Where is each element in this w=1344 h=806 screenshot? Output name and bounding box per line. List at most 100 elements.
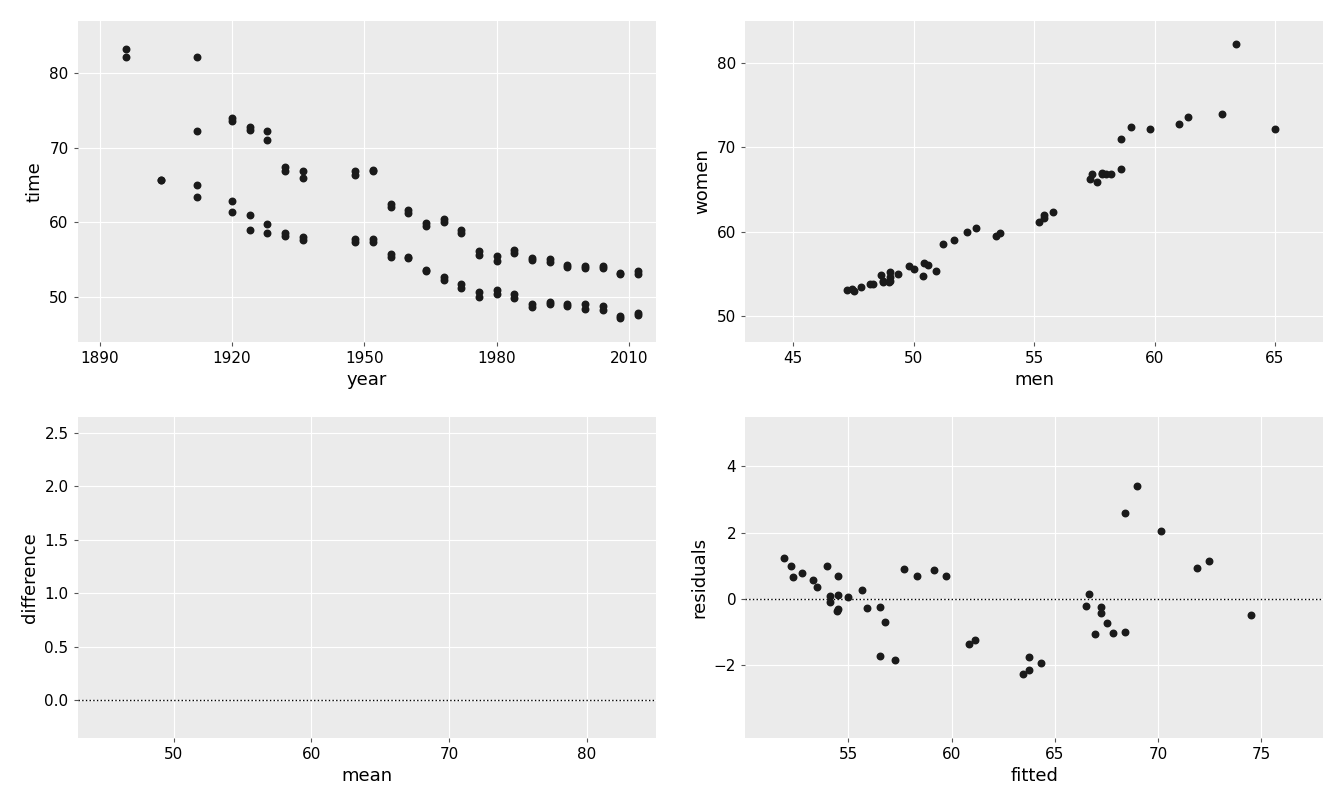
Point: [574, 303, 595, 316]
Point: [782, 571, 804, 584]
Point: [933, 237, 954, 250]
Point: [398, 204, 419, 217]
Point: [450, 226, 472, 239]
Point: [1258, 366, 1279, 379]
Y-axis label: women: women: [694, 148, 711, 214]
Point: [887, 268, 909, 280]
Point: [151, 174, 172, 187]
Point: [504, 243, 526, 256]
Point: [913, 269, 934, 282]
Point: [913, 257, 934, 270]
Point: [849, 280, 871, 293]
Point: [415, 264, 437, 276]
Point: [292, 172, 313, 185]
Point: [1211, 107, 1232, 120]
Point: [255, 20, 277, 33]
Point: [1019, 650, 1040, 663]
Point: [1091, 168, 1113, 181]
Point: [965, 222, 986, 235]
Point: [591, 262, 613, 275]
Point: [1034, 212, 1055, 225]
Point: [183, 112, 204, 125]
Point: [199, 224, 220, 237]
Point: [487, 255, 508, 268]
Point: [1114, 506, 1136, 519]
Point: [956, 226, 977, 239]
Point: [239, 223, 261, 236]
Point: [185, 190, 207, 203]
Point: [188, 93, 210, 106]
Point: [185, 140, 207, 153]
Point: [274, 229, 296, 242]
Point: [433, 216, 454, 229]
Point: [345, 168, 367, 181]
Point: [222, 114, 243, 127]
Point: [1110, 132, 1132, 145]
Point: [282, 0, 304, 1]
Point: [917, 259, 938, 272]
Point: [398, 251, 419, 264]
Y-axis label: time: time: [26, 161, 43, 202]
Point: [878, 276, 899, 289]
Point: [345, 232, 367, 245]
Point: [1091, 166, 1113, 179]
Point: [210, 107, 231, 120]
Point: [539, 295, 560, 308]
Point: [1086, 176, 1107, 189]
Point: [781, 560, 802, 573]
Point: [872, 276, 894, 289]
Point: [1177, 110, 1199, 123]
Point: [1085, 627, 1106, 640]
Point: [210, 66, 231, 79]
Point: [870, 650, 891, 663]
Point: [487, 284, 508, 297]
X-axis label: fitted: fitted: [1011, 767, 1058, 785]
Point: [222, 206, 243, 218]
Point: [1034, 209, 1055, 222]
Point: [433, 213, 454, 226]
Point: [609, 311, 630, 324]
Point: [773, 551, 794, 564]
Point: [1079, 172, 1101, 185]
Point: [792, 567, 813, 580]
Point: [257, 134, 278, 147]
Point: [556, 259, 578, 272]
Point: [1090, 607, 1111, 620]
Point: [628, 309, 649, 322]
Point: [827, 604, 848, 617]
Point: [257, 226, 278, 239]
Point: [539, 253, 560, 266]
Point: [1168, 118, 1189, 131]
Point: [906, 569, 927, 582]
Point: [192, 33, 214, 46]
Point: [894, 563, 915, 575]
Point: [870, 600, 891, 613]
Point: [609, 267, 630, 280]
Point: [468, 248, 489, 261]
Point: [1306, 774, 1328, 787]
Point: [628, 307, 649, 320]
Point: [1097, 617, 1118, 629]
Y-axis label: difference: difference: [22, 532, 39, 622]
Point: [487, 250, 508, 263]
Point: [1090, 600, 1111, 613]
Point: [380, 250, 402, 263]
Point: [1150, 524, 1172, 537]
Point: [903, 262, 925, 275]
Point: [450, 281, 472, 294]
Point: [965, 634, 986, 646]
Point: [1114, 625, 1136, 638]
Point: [628, 268, 649, 280]
Point: [415, 217, 437, 230]
Point: [862, 277, 883, 290]
Point: [468, 290, 489, 303]
Point: [884, 653, 906, 666]
Point: [450, 223, 472, 236]
Point: [1012, 667, 1034, 680]
Point: [415, 265, 437, 278]
Point: [168, 77, 190, 89]
Point: [251, 42, 273, 55]
Point: [184, 148, 206, 161]
Point: [185, 125, 207, 138]
Point: [879, 271, 900, 284]
